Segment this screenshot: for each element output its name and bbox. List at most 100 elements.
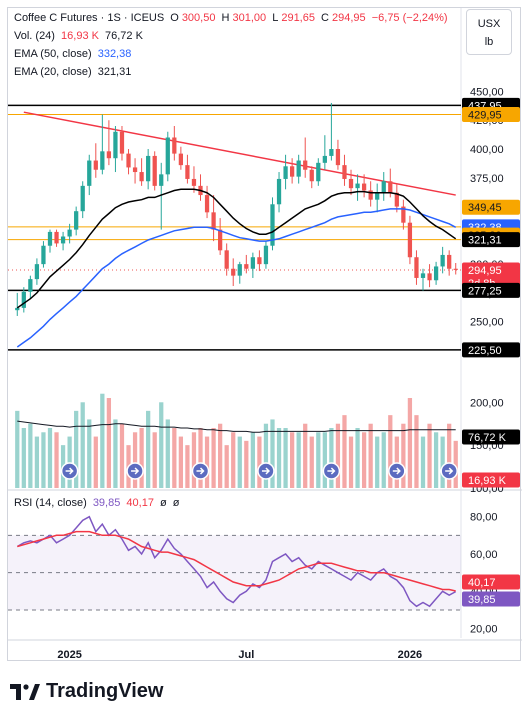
candle-body — [250, 257, 255, 269]
event-marker-icon[interactable] — [126, 462, 144, 480]
volume-bar — [244, 440, 249, 488]
event-marker-arrow — [327, 467, 336, 475]
event-marker-arrow — [261, 467, 271, 475]
candle-body — [270, 204, 275, 246]
close-label: C — [321, 12, 329, 24]
candle-body — [316, 162, 321, 182]
candle-body — [388, 181, 393, 193]
volume-bar — [283, 428, 288, 488]
candle-body — [165, 137, 170, 175]
event-marker-icon[interactable] — [388, 462, 406, 480]
rsi-tick-label: 20,00 — [470, 624, 498, 636]
rsi-tick-label: 80,00 — [470, 512, 498, 524]
volume-bar — [172, 428, 177, 488]
price-tag[interactable] — [462, 107, 520, 123]
event-marker-icon[interactable] — [191, 462, 210, 480]
volume-tick-label: 200,00 — [470, 397, 504, 409]
unit-label: lb — [484, 36, 494, 48]
event-marker-icon[interactable] — [257, 462, 275, 480]
candle-body — [172, 137, 177, 154]
candle-body — [414, 257, 419, 278]
event-marker-icon[interactable] — [440, 462, 458, 480]
candle-body — [231, 268, 236, 276]
candle-body — [126, 153, 131, 168]
event-marker-icon[interactable] — [322, 462, 341, 480]
candle-body — [41, 245, 46, 265]
volume-bar — [375, 436, 380, 488]
volume-bar — [433, 432, 439, 488]
ema50-value: 332,38 — [97, 48, 132, 60]
chart-canvas[interactable]: 250,00275,00300,00325,00350,00375,00400,… — [8, 8, 522, 662]
candle-body — [440, 254, 445, 267]
candle-body — [447, 254, 452, 269]
low-label: L — [272, 12, 279, 24]
volume-bar — [93, 436, 98, 488]
volume-tag[interactable] — [462, 472, 520, 488]
volume-legend: Vol. (24) 16,93 K 76,72 K — [14, 30, 146, 42]
candle-body — [433, 266, 439, 281]
event-marker-icon[interactable] — [60, 462, 79, 480]
rsi-label[interactable]: RSI (14, close) — [14, 497, 87, 509]
candle-body — [21, 291, 26, 308]
volume-bar — [296, 432, 301, 488]
volume-bar — [21, 428, 26, 488]
rsi-legend: RSI (14, close) 39,85 40,17 ø ø — [14, 497, 183, 509]
ema20-value: 321,31 — [97, 66, 132, 78]
rsi-ma-tag[interactable] — [462, 574, 520, 590]
volume-bar — [15, 410, 20, 488]
currency-unit-button[interactable]: USX lb — [466, 9, 512, 55]
candle-body — [348, 178, 354, 189]
low-value: 291,65 — [281, 12, 315, 24]
open-label: O — [170, 12, 179, 24]
candle-body — [361, 183, 367, 191]
ema50-label[interactable]: EMA (50, close) — [14, 48, 92, 60]
volume-ma-value: 76,72 K — [105, 30, 143, 42]
candle-body — [420, 273, 426, 278]
price-tag[interactable] — [462, 232, 520, 248]
candle-body — [113, 131, 118, 159]
candle-body — [289, 166, 295, 177]
volume-bar — [224, 445, 229, 488]
rsi-null-1: ø — [160, 497, 167, 509]
candle-body — [191, 178, 197, 186]
volume-bar — [119, 423, 125, 488]
candle-body — [152, 155, 157, 186]
candle-body — [244, 264, 249, 269]
volume-bar — [139, 428, 144, 488]
volume-ma-tag[interactable] — [462, 429, 520, 445]
symbol-title[interactable]: Coffee C Futures · 1S · ICEUS — [14, 12, 165, 24]
rsi-null-2: ø — [172, 497, 180, 509]
volume-bar — [289, 432, 295, 488]
candle-body — [159, 174, 164, 186]
price-tag[interactable] — [462, 199, 520, 215]
volume-bar — [218, 423, 223, 488]
volume-bar — [80, 402, 85, 488]
volume-bar — [414, 415, 419, 488]
candle-body — [211, 212, 216, 230]
event-marker-arrow — [65, 467, 74, 475]
brand-name: TradingView — [46, 680, 164, 702]
price-tick-label: 250,00 — [470, 317, 504, 329]
volume-bar — [303, 423, 308, 488]
rsi-value: 39,85 — [92, 497, 121, 509]
volume-bar — [355, 428, 360, 488]
rsi-tag[interactable] — [462, 591, 520, 607]
rsi-tick-label: 60,00 — [470, 549, 498, 561]
ema20-label[interactable]: EMA (20, close) — [14, 66, 92, 78]
volume-bar — [198, 428, 203, 488]
candle-body — [87, 160, 92, 186]
candle-body — [322, 155, 327, 163]
tradingview-logo[interactable]: TradingView — [10, 680, 163, 703]
price-tag[interactable] — [462, 342, 520, 358]
candle-body — [34, 264, 40, 280]
volume-bar — [361, 432, 367, 488]
price-tag[interactable] — [462, 282, 520, 298]
candle-body — [309, 169, 314, 182]
volume-bar — [420, 436, 426, 488]
volume-bar — [401, 423, 406, 488]
volume-label[interactable]: Vol. (24) — [14, 30, 55, 42]
candle-body — [407, 222, 413, 258]
chart-frame: 250,00275,00300,00325,00350,00375,00400,… — [7, 7, 522, 662]
volume-bar — [54, 432, 59, 488]
